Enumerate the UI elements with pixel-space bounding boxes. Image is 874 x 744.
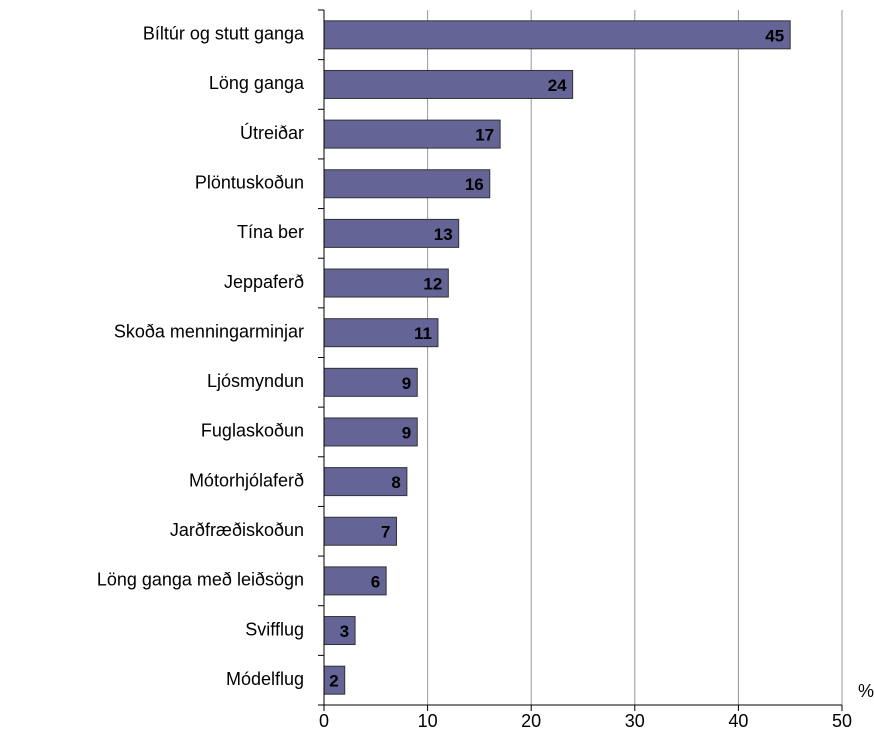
bar <box>323 69 574 99</box>
bar <box>323 566 387 596</box>
data-label: 13 <box>434 225 453 244</box>
bar <box>323 218 460 248</box>
bar <box>323 417 418 447</box>
data-label: 7 <box>381 523 390 542</box>
data-label: 9 <box>402 423 411 442</box>
data-label: 8 <box>391 473 400 492</box>
data-label: 17 <box>475 126 494 145</box>
data-label: 16 <box>465 175 484 194</box>
x-tick-label: 10 <box>418 711 438 731</box>
bar <box>323 367 418 397</box>
x-axis-label: % <box>858 681 874 701</box>
data-label: 45 <box>765 26 784 45</box>
x-tick-label: 20 <box>521 711 541 731</box>
y-tick-label: Jeppaferð <box>224 272 304 292</box>
y-tick-label: Jarðfræðiskoðun <box>170 520 304 540</box>
data-label: 3 <box>340 622 349 641</box>
y-tick-label: Fuglaskoðun <box>201 421 304 441</box>
y-tick-label: Útreiðar <box>240 122 304 143</box>
y-tick-label: Skoða menningarminjar <box>114 321 304 341</box>
x-tick-label: 50 <box>832 711 852 731</box>
bar <box>323 119 501 149</box>
bar <box>323 268 449 298</box>
x-tick-label: 30 <box>625 711 645 731</box>
data-label: 9 <box>402 374 411 393</box>
data-label: 11 <box>414 324 432 343</box>
y-tick-label: Mótorhjólaferð <box>189 470 304 490</box>
bar <box>323 467 408 497</box>
bar <box>323 516 398 546</box>
bar <box>323 169 491 199</box>
y-tick-label: Svifflug <box>245 619 304 639</box>
y-tick-label: Módelflug <box>226 669 304 689</box>
data-label: 24 <box>548 76 567 95</box>
data-label: 6 <box>371 572 380 591</box>
data-label: 2 <box>329 672 338 691</box>
y-tick-label: Tína ber <box>237 222 304 242</box>
bar <box>323 20 791 50</box>
y-tick-label: Bíltúr og stutt ganga <box>143 24 305 44</box>
y-tick-label: Löng ganga <box>209 73 305 93</box>
x-tick-label: 40 <box>728 711 748 731</box>
bar <box>323 318 439 348</box>
x-tick-label: 0 <box>319 711 329 731</box>
data-label: 12 <box>423 275 442 294</box>
y-tick-label: Ljósmyndun <box>207 371 304 391</box>
y-tick-label: Löng ganga með leiðsögn <box>97 570 304 590</box>
y-tick-label: Plöntuskoðun <box>195 173 304 193</box>
